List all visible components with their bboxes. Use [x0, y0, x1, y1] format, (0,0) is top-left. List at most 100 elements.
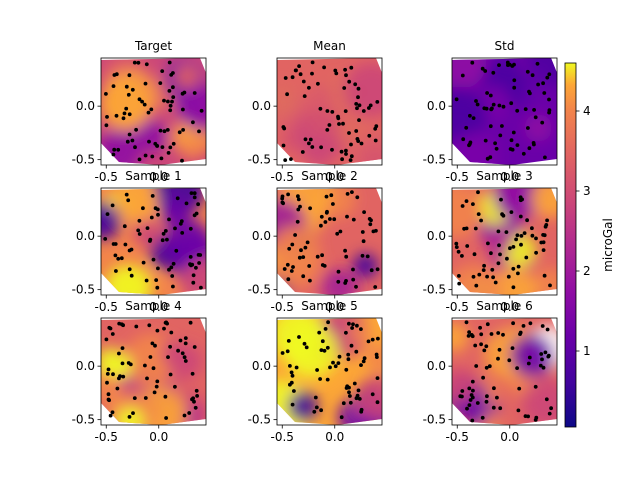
sample-point [347, 321, 351, 326]
sample-point [468, 398, 473, 402]
sample-point [544, 223, 549, 227]
sample-point [491, 70, 496, 75]
x-tick-label: -0.5 [446, 300, 469, 314]
y-tick-label: -0.5 [423, 413, 446, 427]
sample-point [171, 284, 175, 289]
sample-point [515, 366, 519, 370]
sample-point [141, 260, 146, 265]
sample-point [525, 69, 530, 74]
sample-point [487, 364, 492, 369]
sample-point [281, 143, 286, 148]
sample-point [497, 63, 501, 67]
sample-point [176, 348, 181, 353]
sample-point [162, 129, 167, 134]
sample-point [199, 108, 204, 113]
sample-point [470, 379, 475, 384]
panel-sample4: Sample 4 -0.5 0.0 0.0 -0.5 [72, 299, 207, 444]
sample-point [180, 351, 185, 356]
sample-point [541, 81, 545, 86]
sample-point [297, 64, 301, 68]
sample-point [501, 332, 505, 337]
x-tick-label: 0.0 [325, 300, 344, 314]
sample-point [167, 60, 172, 65]
sample-point [191, 120, 195, 125]
sample-point [150, 194, 155, 198]
sample-point [530, 226, 534, 231]
sample-point [351, 267, 355, 272]
sample-point [183, 336, 188, 340]
sample-point [547, 110, 551, 115]
sample-point [303, 245, 308, 250]
sample-point [473, 343, 478, 348]
sample-point [145, 226, 150, 231]
sample-point [499, 197, 503, 202]
sample-point [105, 372, 110, 376]
sample-point [183, 341, 188, 346]
sample-point [343, 281, 348, 285]
sample-point [159, 156, 164, 161]
sample-point [301, 255, 306, 259]
sample-point [194, 211, 199, 216]
sample-point [166, 151, 171, 155]
sample-point [375, 100, 380, 104]
sample-point [491, 275, 495, 280]
colorbar-tick-label: 4 [583, 104, 591, 118]
sample-point [286, 339, 291, 343]
sample-point [307, 141, 311, 146]
sample-point [314, 405, 319, 410]
y-tick-label: -0.5 [248, 283, 271, 297]
sample-point [143, 81, 148, 86]
sample-point [285, 262, 290, 267]
sample-point [328, 365, 332, 370]
sample-point [150, 341, 155, 346]
sample-point [325, 127, 330, 132]
sample-point [131, 411, 135, 415]
sample-point [374, 352, 379, 357]
sample-point [471, 202, 475, 207]
sample-point [374, 124, 379, 129]
sample-point [143, 396, 148, 400]
panel-std: Std -0.5 0.0 0.0 -0.5 [423, 39, 558, 184]
sample-point [151, 257, 156, 262]
sample-point [464, 320, 469, 325]
sample-points [454, 60, 552, 161]
sample-point [530, 233, 535, 238]
sample-point [478, 325, 482, 330]
sample-points [104, 60, 204, 163]
sample-point [510, 346, 515, 350]
colorbar-tick-label: 2 [583, 264, 591, 278]
sample-point [181, 107, 185, 112]
sample-point [170, 274, 175, 278]
sample-point [300, 150, 305, 154]
sample-point [511, 285, 516, 290]
sample-point [519, 242, 523, 247]
sample-point [526, 126, 530, 130]
sample-point [357, 118, 361, 122]
sample-point [114, 72, 119, 77]
sample-point [160, 69, 165, 73]
sample-point [361, 359, 366, 364]
sample-point [490, 267, 495, 272]
sample-point [137, 157, 142, 162]
sample-point [540, 120, 545, 125]
sample-point [538, 363, 543, 368]
panel-title: Sample 2 [301, 169, 357, 183]
sample-point [357, 397, 362, 401]
sample-point [293, 233, 297, 237]
sample-point [168, 103, 173, 108]
sample-point [485, 274, 489, 279]
sample-point [126, 198, 131, 203]
sample-point [367, 133, 372, 138]
panel-sample3: Sample 3 -0.5 0.0 0.0 -0.5 [423, 169, 558, 314]
sample-point [191, 273, 196, 278]
sample-point [296, 194, 300, 199]
sample-point [169, 73, 174, 77]
sample-point [491, 102, 496, 107]
sample-point [156, 212, 160, 217]
sample-point [114, 269, 118, 273]
sample-point [530, 73, 535, 78]
sample-point [359, 363, 363, 367]
sample-point [127, 415, 132, 419]
sample-point [507, 62, 512, 67]
x-tick-label: 0.0 [149, 430, 168, 444]
